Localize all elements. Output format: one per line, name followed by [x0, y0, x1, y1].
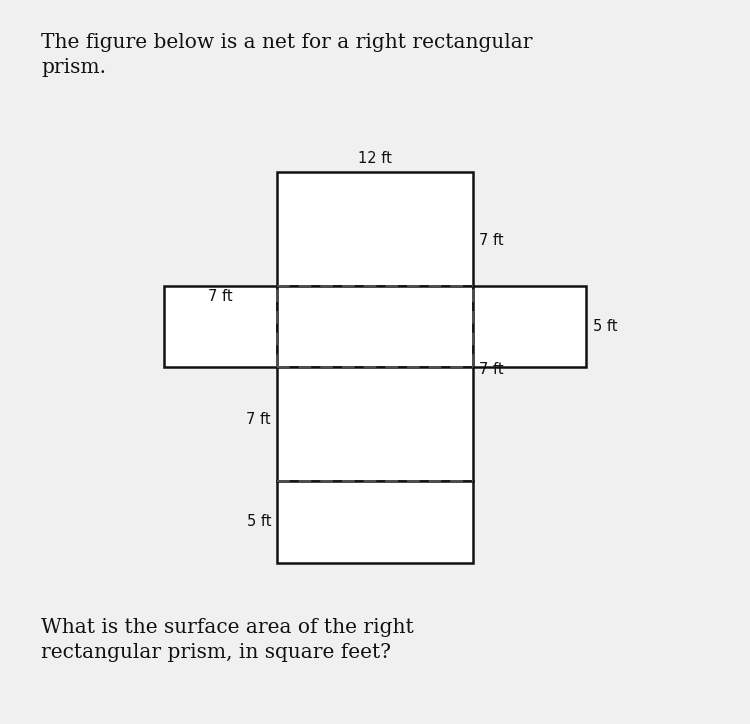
Bar	[278, 286, 472, 367]
Bar	[278, 172, 472, 286]
Bar	[278, 481, 472, 563]
Bar	[278, 367, 472, 481]
Bar	[164, 286, 278, 367]
Bar	[472, 286, 586, 367]
Text: 7 ft: 7 ft	[247, 411, 271, 426]
Text: 7 ft: 7 ft	[479, 362, 503, 377]
Text: The figure below is a net for a right rectangular
prism.: The figure below is a net for a right re…	[41, 33, 532, 77]
Text: 7 ft: 7 ft	[479, 233, 503, 248]
Text: 12 ft: 12 ft	[358, 151, 392, 166]
Text: 5 ft: 5 ft	[247, 514, 271, 529]
Text: 5 ft: 5 ft	[592, 319, 617, 334]
Text: What is the surface area of the right
rectangular prism, in square feet?: What is the surface area of the right re…	[41, 618, 414, 662]
Text: 7 ft: 7 ft	[209, 289, 232, 304]
